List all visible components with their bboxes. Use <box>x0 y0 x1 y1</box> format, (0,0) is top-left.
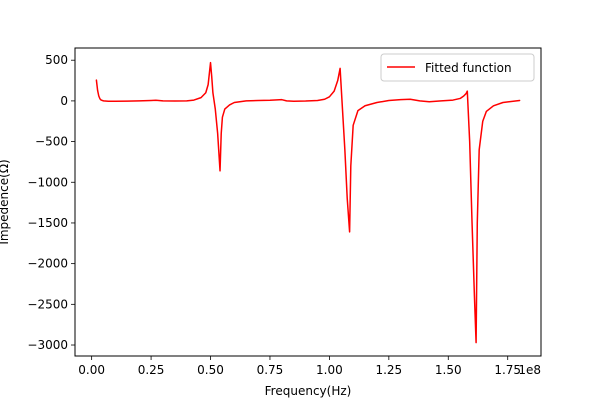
plot-area <box>75 48 541 356</box>
y-tick-label: −1000 <box>27 175 68 189</box>
x-tick-label: 1.25 <box>375 363 402 377</box>
y-axis-ticks: 500 0 −500 −1000 −1500 −2000 −2500 −3000 <box>27 53 75 352</box>
x-axis-ticks: 0.00 0.25 0.50 0.75 1.00 1.25 1.50 1.75 <box>78 356 521 377</box>
y-tick-label: 500 <box>45 53 68 67</box>
x-tick-label: 0.50 <box>197 363 224 377</box>
y-tick-label: −3000 <box>27 338 68 352</box>
legend: Fitted function <box>380 53 535 82</box>
x-tick-label: 0.25 <box>138 363 165 377</box>
y-axis-label: Impedence(Ω) <box>0 159 11 244</box>
series-layer <box>95 61 521 344</box>
y-tick-label: −2000 <box>27 257 68 271</box>
x-tick-label: 0.75 <box>257 363 284 377</box>
y-tick-label: −1500 <box>27 216 68 230</box>
plot-frame <box>74 47 542 357</box>
series-line-fitted-function <box>95 61 521 344</box>
y-tick-label: −500 <box>35 135 68 149</box>
x-tick-label: 1.50 <box>435 363 462 377</box>
legend-box <box>380 53 535 82</box>
y-tick-label: 0 <box>60 94 68 108</box>
y-tick-label: −2500 <box>27 297 68 311</box>
legend-entry-label: Fitted function <box>425 61 512 75</box>
x-axis-label: Frequency(Hz) <box>265 384 352 398</box>
x-tick-label: 1.75 <box>494 363 521 377</box>
x-axis-offset-label: 1e8 <box>518 363 541 377</box>
x-tick-label: 0.00 <box>78 363 105 377</box>
x-tick-label: 1.00 <box>316 363 343 377</box>
